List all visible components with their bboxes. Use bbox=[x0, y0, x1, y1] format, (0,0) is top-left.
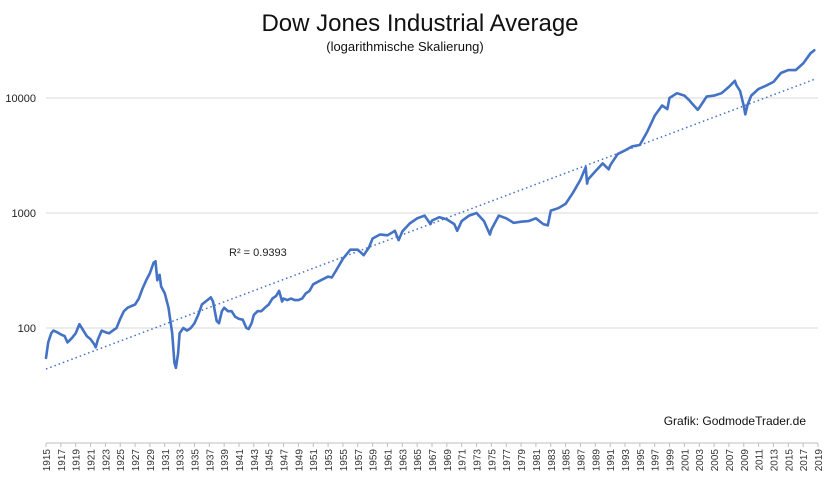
x-tick-label: 2011 bbox=[755, 449, 766, 471]
x-tick-label: 1959 bbox=[369, 449, 380, 472]
series-line bbox=[44, 49, 816, 370]
x-tick-label: 1955 bbox=[339, 449, 350, 472]
x-tick-label: 1981 bbox=[532, 449, 543, 472]
x-tick-label: 1961 bbox=[383, 449, 394, 472]
x-tick-label: 1929 bbox=[146, 449, 157, 472]
x-tick-label: 1983 bbox=[547, 449, 558, 472]
x-tick-label: 1943 bbox=[250, 449, 261, 472]
x-tick-label: 1979 bbox=[517, 449, 528, 472]
x-tick-label: 1985 bbox=[562, 449, 573, 472]
x-tick-label: 1977 bbox=[502, 449, 513, 472]
x-tick-label: 1935 bbox=[190, 449, 201, 472]
x-tick-label: 1925 bbox=[116, 449, 127, 472]
x-tick-label: 1967 bbox=[428, 449, 439, 472]
chart-subtitle: (logarithmische Skalierung) bbox=[326, 39, 484, 54]
x-tick-label: 1957 bbox=[354, 449, 365, 472]
x-tick-label: 1963 bbox=[398, 449, 409, 472]
x-tick-label: 1917 bbox=[57, 449, 68, 472]
x-tick-label: 1973 bbox=[473, 449, 484, 472]
x-tick-label: 1933 bbox=[176, 449, 187, 472]
x-tick-label: 1937 bbox=[205, 449, 216, 472]
y-tick-label: 10000 bbox=[5, 93, 36, 105]
x-tick-label: 1951 bbox=[309, 449, 320, 472]
x-tick-label: 2005 bbox=[710, 449, 721, 472]
x-tick-label: 1923 bbox=[101, 449, 112, 472]
x-tick-label: 2009 bbox=[740, 449, 751, 472]
x-tick-label: 1989 bbox=[591, 449, 602, 472]
y-tick-label: 100 bbox=[18, 323, 36, 335]
x-tick-label: 2017 bbox=[799, 449, 810, 472]
x-tick-label: 1993 bbox=[621, 449, 632, 472]
x-tick-label: 2003 bbox=[695, 449, 706, 472]
x-tick-label: 1971 bbox=[458, 449, 469, 472]
y-tick-label: 1000 bbox=[12, 208, 36, 220]
x-tick-label: 1991 bbox=[606, 449, 617, 472]
x-tick-label: 2001 bbox=[680, 449, 691, 472]
x-tick-label: 1941 bbox=[235, 449, 246, 472]
x-tick-label: 1931 bbox=[161, 449, 172, 472]
x-tick-label: 2015 bbox=[784, 449, 795, 472]
x-tick-label: 1915 bbox=[42, 449, 53, 472]
r-squared-annotation: R² = 0.9393 bbox=[229, 247, 287, 259]
x-tick-label: 1921 bbox=[87, 449, 98, 472]
x-tick-label: 1939 bbox=[220, 449, 231, 472]
gridlines bbox=[46, 97, 818, 329]
x-tick-label: 1927 bbox=[131, 449, 142, 472]
chart-credit: Grafik: GodmodeTrader.de bbox=[664, 414, 807, 428]
x-tick-label: 1969 bbox=[443, 449, 454, 472]
x-tick-label: 2019 bbox=[814, 449, 825, 472]
x-tick-label: 1945 bbox=[265, 449, 276, 472]
x-tick-label: 1995 bbox=[636, 449, 647, 472]
x-tick-label: 1953 bbox=[324, 449, 335, 472]
x-tick-label: 2013 bbox=[769, 449, 780, 472]
x-axis-ticks: 1915 1917 1919 1921 1923 1925 1927 1929 1931 1933… bbox=[42, 443, 825, 471]
x-tick-label: 1947 bbox=[280, 449, 291, 472]
x-tick-label: 1949 bbox=[294, 449, 305, 472]
x-tick-label: 2007 bbox=[725, 449, 736, 472]
x-tick-label: 1987 bbox=[576, 449, 587, 472]
x-tick-label: 1997 bbox=[651, 449, 662, 472]
y-axis-ticks: 100 1000 10000 bbox=[5, 93, 36, 335]
x-tick-label: 1919 bbox=[72, 449, 83, 472]
x-tick-label: 1999 bbox=[666, 449, 677, 472]
x-tick-label: 1975 bbox=[487, 449, 498, 472]
chart-title: Dow Jones Industrial Average bbox=[261, 10, 578, 37]
x-tick-label: 1965 bbox=[413, 449, 424, 472]
